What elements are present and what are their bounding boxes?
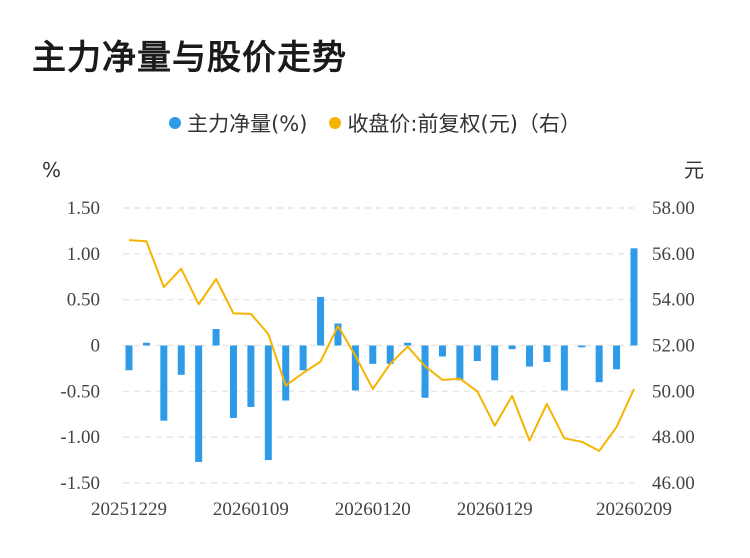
bar: [473, 345, 481, 362]
bar: [491, 345, 499, 381]
y-left-tick-label: 0.50: [67, 290, 100, 311]
y-left-unit: %: [42, 158, 61, 182]
y-right-tick-label: 56.00: [652, 244, 695, 265]
y-left-tick-label: 1.50: [67, 198, 100, 219]
bar: [282, 345, 290, 401]
y-right-tick-label: 54.00: [652, 290, 695, 311]
y-right-tick-label: 46.00: [652, 473, 695, 494]
bar: [229, 345, 237, 418]
bar: [142, 342, 150, 346]
bar: [421, 345, 429, 398]
x-tick-label: 20260109: [213, 499, 289, 520]
bar: [125, 345, 133, 371]
y-right-tick-label: 52.00: [652, 336, 695, 357]
legend: 主力净量(%) 收盘价:前复权(元)（右）: [0, 108, 750, 138]
x-tick-label: 20260209: [596, 499, 672, 520]
bar: [543, 345, 551, 362]
bar: [177, 345, 185, 375]
x-tick-label: 20260120: [335, 499, 411, 520]
bar: [630, 248, 638, 346]
legend-item-close-price[interactable]: 收盘价:前复权(元)（右）: [329, 108, 581, 138]
bar: [299, 345, 307, 371]
bar: [317, 296, 325, 346]
y-left-tick-label: 0: [91, 336, 101, 357]
bar: [212, 329, 220, 346]
chart-title: 主力净量与股价走势: [32, 38, 347, 78]
legend-item-net-volume[interactable]: 主力净量(%): [169, 108, 307, 138]
legend-dot-close-price: [329, 117, 342, 129]
bar: [613, 345, 621, 370]
y-left-tick-label: -1.50: [60, 473, 100, 494]
y-right-tick-label: 58.00: [652, 198, 695, 219]
bar: [508, 345, 516, 350]
bar: [160, 345, 168, 421]
bar: [560, 345, 568, 391]
bar: [404, 342, 412, 346]
bar: [438, 345, 446, 357]
price-line: [128, 239, 635, 452]
bar: [264, 345, 272, 461]
legend-label-net-volume: 主力净量(%): [187, 112, 308, 136]
y-right-tick-label: 50.00: [652, 381, 695, 402]
legend-label-close-price: 收盘价:前复权(元)（右）: [347, 112, 581, 136]
bar: [578, 345, 586, 348]
bar: [456, 345, 464, 381]
y-left-tick-label: -1.00: [60, 427, 100, 448]
y-left-tick-label: 1.00: [67, 244, 100, 265]
y-right-unit: 元: [684, 158, 704, 182]
bar: [595, 345, 603, 383]
bar: [247, 345, 255, 407]
bar: [526, 345, 534, 367]
bar: [369, 345, 377, 364]
x-tick-label: 20260129: [457, 499, 533, 520]
bar: [195, 345, 203, 462]
y-right-tick-label: 48.00: [652, 427, 695, 448]
bar: [386, 345, 394, 364]
x-tick-label: 20251229: [91, 499, 167, 520]
bar: [351, 345, 359, 391]
y-left-tick-label: -0.50: [60, 381, 100, 402]
legend-dot-net-volume: [169, 117, 182, 129]
bar: [334, 323, 342, 346]
